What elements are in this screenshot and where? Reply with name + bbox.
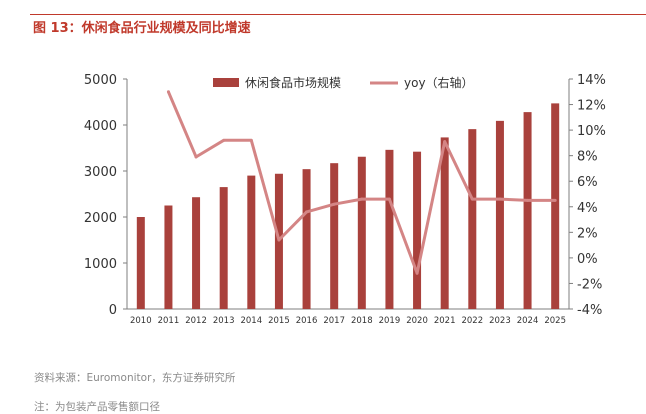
x-tick-label: 2014 (240, 316, 262, 326)
right-tick-label: 12% (577, 99, 606, 114)
yoy-point (553, 198, 557, 202)
right-tick-label: 2% (577, 226, 598, 241)
bar (192, 197, 201, 309)
bar (219, 187, 228, 309)
bar (357, 156, 366, 309)
yoy-point (194, 155, 198, 159)
x-tick-label: 2015 (268, 316, 290, 326)
bar (523, 112, 532, 310)
right-tick-label: 10% (577, 124, 606, 139)
x-tick-label: 2013 (213, 316, 235, 326)
left-tick-label: 2000 (84, 211, 117, 226)
bar (136, 217, 145, 309)
bar (413, 151, 422, 309)
x-tick-label: 2010 (130, 316, 152, 326)
right-tick-label: 14% (577, 73, 606, 88)
yoy-point (305, 210, 309, 214)
bar (385, 149, 394, 309)
x-tick-label: 2020 (406, 316, 428, 326)
bar (164, 205, 173, 309)
yoy-point (222, 138, 226, 142)
right-tick-label: 6% (577, 175, 598, 190)
source-note: 资料来源：Euromonitor，东方证券研究所 (34, 372, 236, 384)
legend-line-label: yoy（右轴） (404, 75, 474, 90)
legend-bar-label: 休闲食品市场规模 (245, 75, 341, 90)
legend-bar-swatch (213, 78, 239, 87)
yoy-point (166, 90, 170, 94)
yoy-point (470, 197, 474, 201)
left-tick-label: 0 (109, 303, 117, 318)
bar (330, 163, 339, 309)
right-tick-label: 0% (577, 252, 598, 267)
right-tick-label: 8% (577, 150, 598, 165)
x-tick-label: 2019 (379, 316, 401, 326)
bar (440, 137, 449, 309)
x-tick-label: 2021 (434, 316, 456, 326)
yoy-point (387, 197, 391, 201)
x-tick-label: 2012 (185, 316, 207, 326)
footnote: 注：为包装产品零售额口径 (34, 401, 160, 413)
figure-title: 图 13：休闲食品行业规模及同比增速 (33, 21, 251, 36)
yoy-point (249, 138, 253, 142)
left-tick-label: 5000 (84, 73, 117, 88)
x-tick-label: 2024 (517, 316, 539, 326)
title-rule (30, 14, 646, 15)
left-tick-label: 4000 (84, 119, 117, 134)
x-tick-label: 2023 (489, 316, 511, 326)
yoy-point (443, 140, 447, 144)
yoy-point (526, 198, 530, 202)
right-tick-label: -2% (577, 277, 602, 292)
bar (495, 120, 504, 309)
yoy-point (415, 271, 419, 275)
bar (551, 103, 560, 309)
x-tick-label: 2016 (296, 316, 318, 326)
yoy-point (360, 197, 364, 201)
x-tick-label: 2018 (351, 316, 373, 326)
bar (468, 129, 477, 309)
left-tick-label: 1000 (84, 257, 117, 272)
bar (302, 169, 311, 309)
yoy-point (332, 202, 336, 206)
right-tick-label: -4% (577, 303, 602, 318)
x-tick-label: 2017 (323, 316, 345, 326)
left-tick-label: 3000 (84, 165, 117, 180)
x-tick-label: 2011 (158, 316, 180, 326)
right-tick-label: 4% (577, 201, 598, 216)
x-tick-label: 2025 (544, 316, 566, 326)
x-tick-label: 2022 (461, 316, 483, 326)
yoy-point (277, 238, 281, 242)
yoy-point (498, 197, 502, 201)
bar (247, 175, 256, 309)
